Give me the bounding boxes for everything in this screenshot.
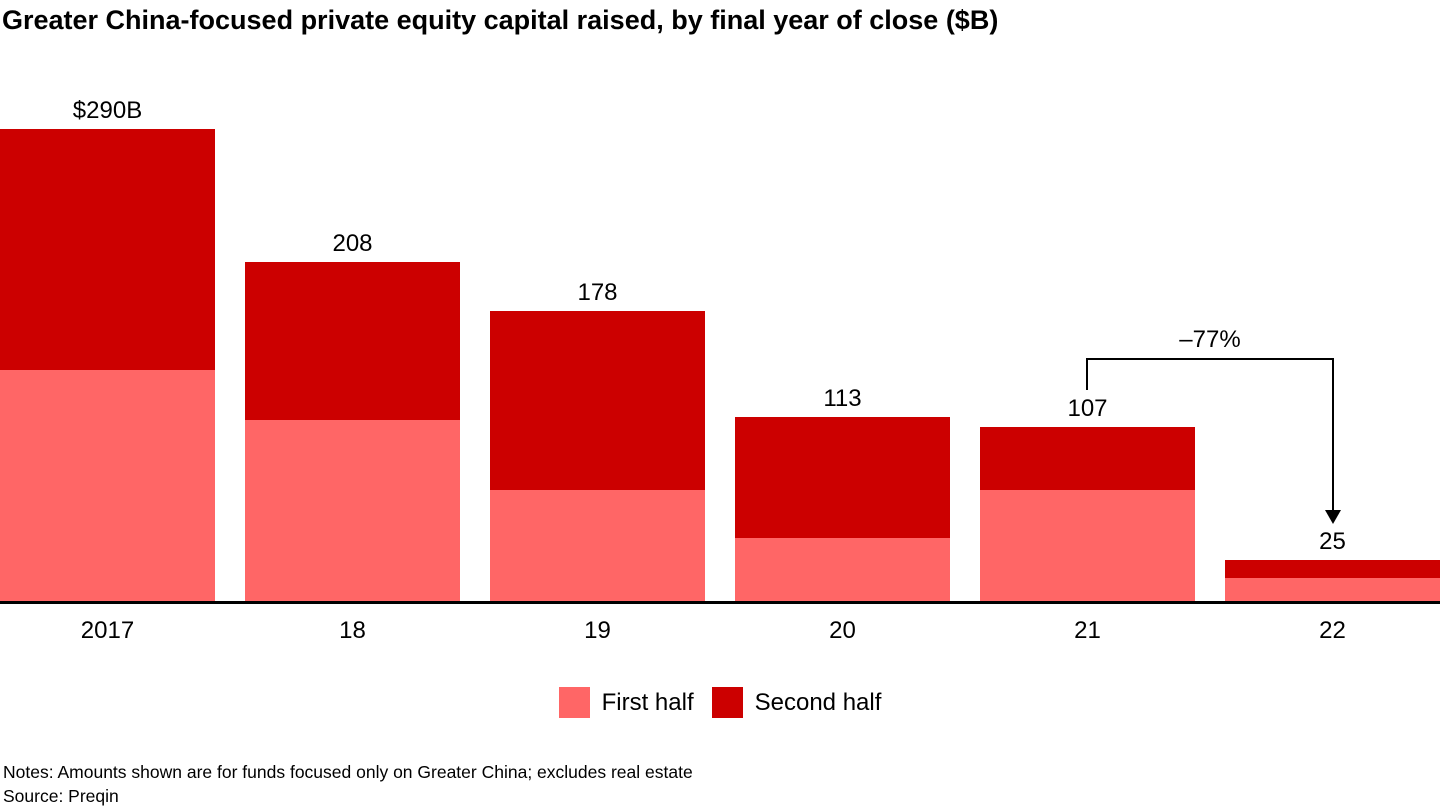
bar-segment-first-half [245, 420, 460, 601]
bar-total-label: 208 [332, 230, 373, 258]
decline-annotation-arrow [1086, 358, 1341, 524]
x-axis-baseline [0, 601, 1440, 604]
first-half-swatch-icon [558, 687, 590, 718]
bar-segment-first-half [980, 490, 1195, 601]
source-text: Source: Preqin [3, 786, 119, 806]
bar-total-label: 113 [823, 385, 862, 413]
legend-item-first-half: First half [558, 687, 694, 718]
legend-item-second-half: Second half [711, 687, 882, 718]
x-axis-tick-label: 18 [339, 617, 366, 644]
bar-segment-first-half [490, 490, 705, 601]
bar-segment-first-half [735, 537, 950, 601]
notes-text: Notes: Amounts shown are for funds focus… [3, 762, 693, 782]
x-axis-tick-label: 21 [1074, 617, 1101, 644]
bar-total-label: 25 [1319, 528, 1346, 556]
x-axis-tick-label: 20 [829, 617, 856, 644]
bar-segment-second-half [1225, 560, 1440, 579]
x-axis-tick-label: 19 [584, 617, 611, 644]
bar-segment-second-half [0, 129, 215, 370]
x-axis-tick-label: 22 [1319, 617, 1346, 644]
second-half-swatch-icon [711, 687, 743, 718]
bar-segment-second-half [735, 417, 950, 538]
bar-segment-second-half [245, 262, 460, 421]
bar-total-label: 107 [1067, 394, 1108, 422]
legend: First half Second half [0, 687, 1440, 718]
bar-segment-first-half [0, 369, 215, 601]
bar-segment-second-half [980, 426, 1195, 491]
decline-annotation-label: –77% [1179, 326, 1241, 353]
bar-segment-second-half [490, 311, 705, 491]
bar-segment-first-half [1225, 578, 1440, 601]
legend-label: First half [601, 689, 694, 716]
footnotes: Notes: Amounts shown are for funds focus… [3, 760, 693, 808]
bar-total-label: $290B [72, 97, 143, 124]
x-axis-tick-label: 2017 [80, 617, 135, 644]
legend-label: Second half [754, 689, 882, 716]
bar-total-label: 178 [577, 279, 618, 307]
chart-title: Greater China-focused private equity cap… [2, 5, 999, 35]
